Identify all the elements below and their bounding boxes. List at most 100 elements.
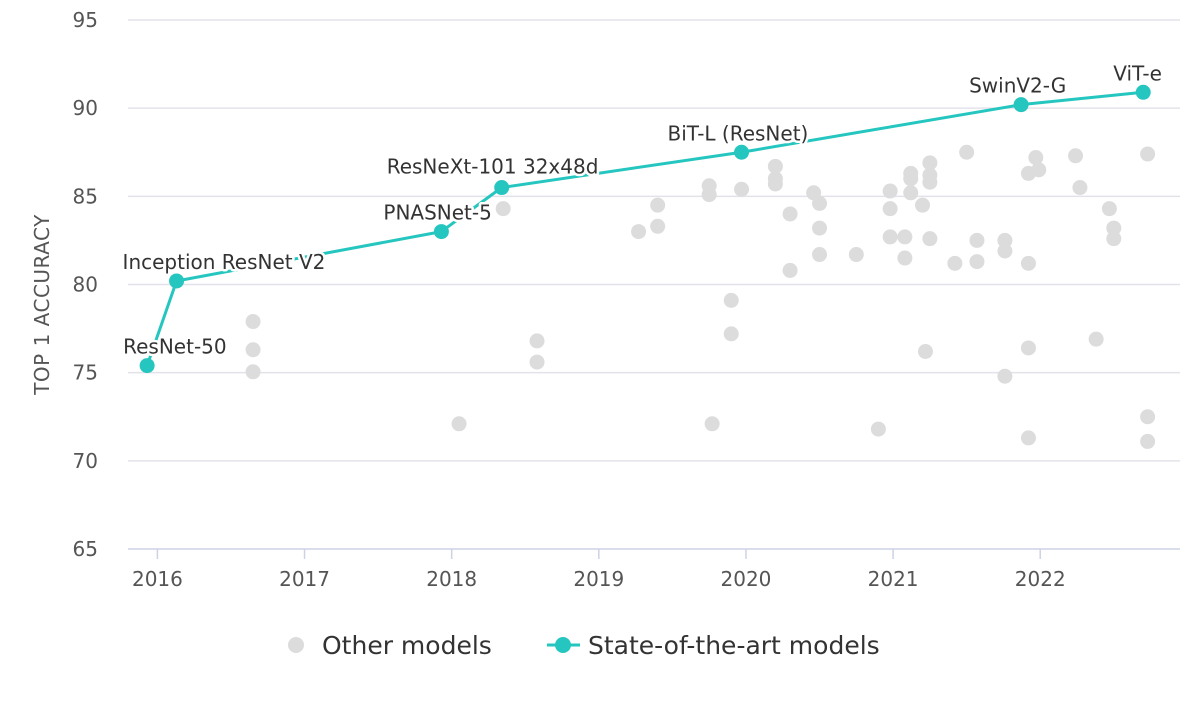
other-model-point: [997, 243, 1013, 259]
legend-other-marker: [288, 637, 304, 653]
other-model-point: [767, 158, 783, 174]
other-model-point: [451, 416, 467, 432]
other-model-point: [897, 229, 913, 245]
sota-label: BiT-L (ResNet): [668, 121, 809, 145]
y-axis-label: TOP 1 ACCURACY: [30, 214, 54, 396]
sota-label-layer: ResNet-50 Inception ResNet V2 PNASNet-5 Res…: [120, 59, 1164, 361]
other-model-point: [915, 197, 931, 213]
other-model-point: [1106, 220, 1122, 236]
other-model-point: [1020, 255, 1036, 271]
other-model-point: [1020, 430, 1036, 446]
other-model-point: [723, 292, 739, 308]
other-model-point: [903, 171, 919, 187]
sota-model-point: [1135, 84, 1151, 100]
other-model-point: [495, 201, 511, 217]
other-model-point: [1106, 231, 1122, 247]
other-model-point: [922, 155, 938, 171]
other-model-point: [848, 247, 864, 263]
other-model-point: [1068, 148, 1084, 164]
y-tick-label: 65: [73, 537, 98, 561]
other-model-point: [812, 247, 828, 263]
y-tick-label: 80: [73, 273, 98, 297]
other-model-point: [529, 333, 545, 349]
sota-model-point: [139, 358, 155, 374]
sota-label: PNASNet-5: [383, 201, 491, 225]
other-model-point: [882, 201, 898, 217]
sota-label: Inception ResNet V2: [123, 250, 326, 274]
other-model-point: [1140, 409, 1156, 425]
other-model-point: [734, 181, 750, 197]
other-model-point: [882, 183, 898, 199]
x-tick-label: 2019: [573, 567, 624, 591]
other-model-point: [767, 176, 783, 192]
other-model-point: [903, 185, 919, 201]
sota-models-layer: [139, 84, 1151, 374]
other-model-point: [650, 218, 666, 234]
sota-model-point: [494, 180, 510, 196]
other-model-point: [969, 232, 985, 248]
other-model-point: [1028, 150, 1044, 166]
y-tick-label: 70: [73, 449, 98, 473]
other-model-point: [997, 232, 1013, 248]
other-model-point: [947, 255, 963, 271]
other-model-point: [782, 262, 798, 278]
other-model-point: [1088, 331, 1104, 347]
other-model-point: [922, 174, 938, 190]
other-model-point: [245, 314, 261, 330]
x-tick-label: 2021: [868, 567, 919, 591]
legend-sota-marker: [555, 637, 571, 653]
other-model-point: [870, 421, 886, 437]
other-model-point: [969, 254, 985, 270]
other-model-point: [723, 326, 739, 342]
sota-model-point: [433, 224, 449, 240]
legend-other-label: Other models: [322, 631, 492, 660]
sota-model-point: [169, 273, 185, 289]
sota-label: ViT-e: [1113, 61, 1162, 85]
other-model-point: [917, 344, 933, 360]
sota-model-point: [734, 144, 750, 160]
other-model-point: [812, 220, 828, 236]
other-model-point: [1140, 146, 1156, 162]
other-model-point: [1072, 180, 1088, 196]
sota-label: ResNeXt-101 32x48d: [387, 155, 599, 179]
other-model-point: [812, 195, 828, 211]
other-model-point: [997, 368, 1013, 384]
x-tick-label: 2020: [721, 567, 772, 591]
other-model-point: [959, 144, 975, 160]
other-model-point: [650, 197, 666, 213]
y-tick-label: 85: [73, 184, 98, 208]
other-model-point: [922, 231, 938, 247]
other-model-point: [1101, 201, 1117, 217]
sota-model-point: [1013, 97, 1029, 113]
other-model-point: [1031, 162, 1047, 178]
other-model-point: [245, 342, 261, 358]
x-tick-label: 2016: [132, 567, 183, 591]
other-model-point: [1140, 433, 1156, 449]
grid-layer: [128, 19, 1180, 462]
other-model-point: [897, 250, 913, 266]
other-model-point: [529, 354, 545, 370]
other-model-point: [701, 187, 717, 203]
other-model-point: [1020, 340, 1036, 356]
y-tick-label: 95: [73, 8, 98, 32]
legend-item-sota[interactable]: State-of-the-art models: [547, 631, 880, 660]
x-tick-label: 2017: [279, 567, 330, 591]
y-tick-label: 90: [73, 96, 98, 120]
legend-item-other[interactable]: Other models: [288, 631, 492, 660]
sota-label: ResNet-50: [123, 335, 227, 359]
other-model-point: [631, 224, 647, 240]
other-model-point: [704, 416, 720, 432]
sota-label: SwinV2-G: [969, 74, 1066, 98]
other-model-point: [782, 206, 798, 222]
other-model-point: [882, 229, 898, 245]
axis-layer: 65 70 75 80 85 90 95 2016 2017 2018 2019 2020 2021 20…: [30, 8, 1180, 591]
other-model-point: [245, 364, 261, 380]
x-tick-label: 2022: [1015, 567, 1066, 591]
legend[interactable]: Other models State-of-the-art models: [288, 631, 880, 660]
x-tick-label: 2018: [426, 567, 477, 591]
y-tick-label: 75: [73, 361, 98, 385]
legend-sota-label: State-of-the-art models: [588, 631, 880, 660]
other-models-layer: [245, 144, 1156, 449]
